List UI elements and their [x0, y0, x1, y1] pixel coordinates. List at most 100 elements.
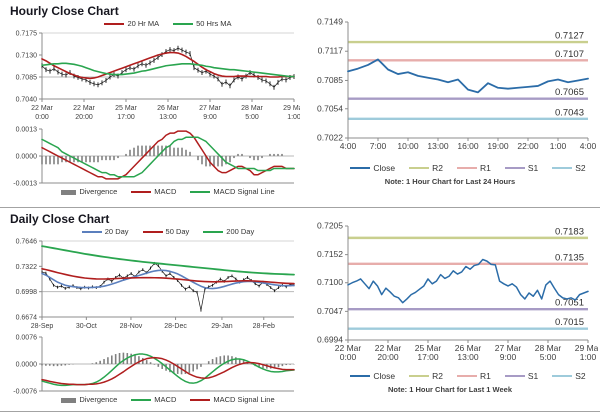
hourly-macd-chart: -0.0013 0.0000 0.0013 Divergence MACD MACD Si…	[8, 125, 300, 197]
legend-label: Close	[373, 163, 396, 173]
legend-item-200-day: 200 Day	[203, 227, 254, 237]
legend-item-s2: S2	[552, 370, 586, 382]
axis-label: 0.7205	[317, 221, 343, 231]
axis-label: 0.7152	[317, 249, 343, 259]
legend-item-s2: S2	[552, 162, 586, 174]
bottom-divider	[0, 411, 600, 412]
x-axis-label: 4:00	[580, 141, 597, 151]
legend-item-20-hr-ma: 20 Hr MA	[104, 19, 159, 29]
legend-label: 50 Day	[165, 227, 190, 236]
axis-label: 0.7051	[555, 298, 584, 309]
hourly_price-legend: 20 Hr MA 50 Hrs MA	[42, 19, 294, 29]
legend-label: Close	[373, 371, 396, 381]
axis-label: 0.7175	[16, 31, 38, 38]
series-close	[347, 258, 589, 304]
legend-label: 200 Day	[226, 227, 255, 236]
x-axis-label: 28 Mar 5:00	[535, 343, 562, 362]
axis-label: -0.0013	[13, 181, 37, 188]
legend-swatch	[456, 167, 477, 169]
bottom-row: Daily Close Chart 20 Day 50 Day 200 Day 0.6…	[0, 208, 600, 411]
legend-label: MACD Signal Line	[213, 187, 275, 196]
legend-swatch	[190, 191, 211, 193]
axis-label: 0.7100	[317, 277, 343, 287]
legend-swatch	[350, 375, 371, 377]
legend-swatch	[61, 397, 77, 403]
x-axis-label: 1:00	[550, 141, 567, 151]
x-axis-label: 29-Jan	[211, 323, 233, 330]
daily_macd-plot: -0.0076 0.0000 0.0076	[13, 335, 295, 395]
axis-label: 0.7646	[16, 239, 38, 246]
x-axis-label: 19:00	[487, 141, 509, 151]
legend-swatch	[81, 231, 102, 233]
h24-legend: Close R2 R1 S1 S2	[348, 162, 588, 174]
x-axis-label: 28-Nov	[120, 323, 143, 330]
legend-swatch	[61, 189, 77, 195]
legend-swatch	[131, 399, 152, 401]
x-axis-label: 28-Sep	[31, 323, 54, 330]
axis-label: 0.7085	[317, 75, 343, 85]
axis-label: 0.6674	[16, 315, 38, 322]
hourly_macd-plot: -0.0013 0.0000 0.0013	[13, 127, 295, 188]
legend-label: S2	[575, 371, 586, 381]
legend-swatch	[552, 167, 573, 169]
legend-item-r1: R1	[456, 370, 491, 382]
legend-item-macd: MACD	[131, 395, 176, 405]
legend-item-macd: MACD	[131, 187, 176, 197]
x-axis-label: 26 Mar 13:00	[157, 105, 179, 121]
x-axis-label: 16:00	[457, 141, 479, 151]
legend-item-20-day: 20 Day	[81, 227, 129, 237]
axis-label: 0.7149	[317, 17, 343, 27]
x-axis-label: 10:00	[397, 141, 419, 151]
daily-macd-chart: -0.0076 0.0000 0.0076 Divergence MACD MACD Si…	[8, 333, 300, 405]
legend-label: R2	[432, 163, 443, 173]
legend-label: S1	[527, 371, 539, 381]
x-axis-label: 28-Feb	[253, 323, 275, 330]
daily_price-legend: 20 Day 50 Day 200 Day	[42, 227, 294, 237]
x-axis-label: 25 Mar 17:00	[115, 105, 137, 121]
axis-label: 0.7135	[555, 252, 584, 263]
legend-swatch	[142, 231, 163, 233]
top-row: Hourly Close Chart 20 Hr MA 50 Hrs MA 0.70…	[8, 4, 600, 197]
series-macd	[41, 353, 295, 387]
h24-plot: 0.7127 0.7107 0.7065 0.7043 0.7022 0.7054 0.70…	[317, 17, 597, 152]
w1-legend: Close R2 R1 S1 S2	[348, 370, 588, 382]
legend-item-divergence: Divergence	[61, 395, 117, 405]
x-axis-label: 4:00	[340, 141, 357, 151]
x-axis-label: 22 Mar 20:00	[375, 343, 402, 362]
x-axis-label: 28 Mar 5:00	[241, 105, 263, 121]
series-macd-signal-line	[41, 356, 295, 386]
legend-label: S1	[527, 163, 539, 173]
axis-label: 0.7022	[317, 133, 343, 143]
legend-item-s1: S1	[504, 370, 539, 382]
axis-label: 0.7117	[318, 46, 344, 56]
legend-label: S2	[575, 163, 586, 173]
daily-close-chart-panel: Daily Close Chart 20 Day 50 Day 200 Day 0.6…	[0, 208, 300, 411]
legend-item-close: Close	[350, 162, 395, 174]
series-macd	[41, 130, 295, 180]
series-50-day	[41, 268, 295, 285]
x-axis-label: 13:00	[427, 141, 449, 151]
note-last-1-week: Note: 1 Hour Chart for Last 1 Week	[387, 385, 513, 394]
row-divider	[0, 207, 600, 208]
x-axis-label: 25 Mar 17:00	[415, 343, 442, 362]
daily-chart-title: Daily Close Chart	[10, 212, 110, 226]
last-24h-close-chart: 0.7127 0.7107 0.7065 0.7043 0.7022 0.7054 0.70…	[308, 14, 600, 174]
series-20-hr-ma	[41, 51, 295, 80]
axis-label: 0.7085	[16, 75, 38, 82]
legend-swatch	[104, 23, 125, 25]
legend-label: 20 Hr MA	[127, 19, 160, 28]
axis-label: 0.7040	[16, 97, 38, 104]
legend-item-macd-signal-line: MACD Signal Line	[190, 395, 275, 405]
x-axis-label: 7:00	[370, 141, 387, 151]
legend-item-s1: S1	[504, 162, 539, 174]
axis-label: 0.7127	[555, 31, 584, 42]
legend-label: Divergence	[79, 187, 118, 196]
axis-label: 0.6994	[317, 335, 343, 345]
legend-swatch	[504, 375, 525, 377]
axis-label: 0.0000	[16, 362, 38, 369]
legend-item-divergence: Divergence	[61, 187, 117, 197]
hourly_price-plot: 0.7040 0.7085 0.7130 0.7175 22 Mar 0:00 22 Mar…	[16, 31, 300, 122]
legend-item-r1: R1	[456, 162, 491, 174]
legend-label: R1	[479, 163, 491, 173]
legend-swatch	[173, 23, 194, 25]
